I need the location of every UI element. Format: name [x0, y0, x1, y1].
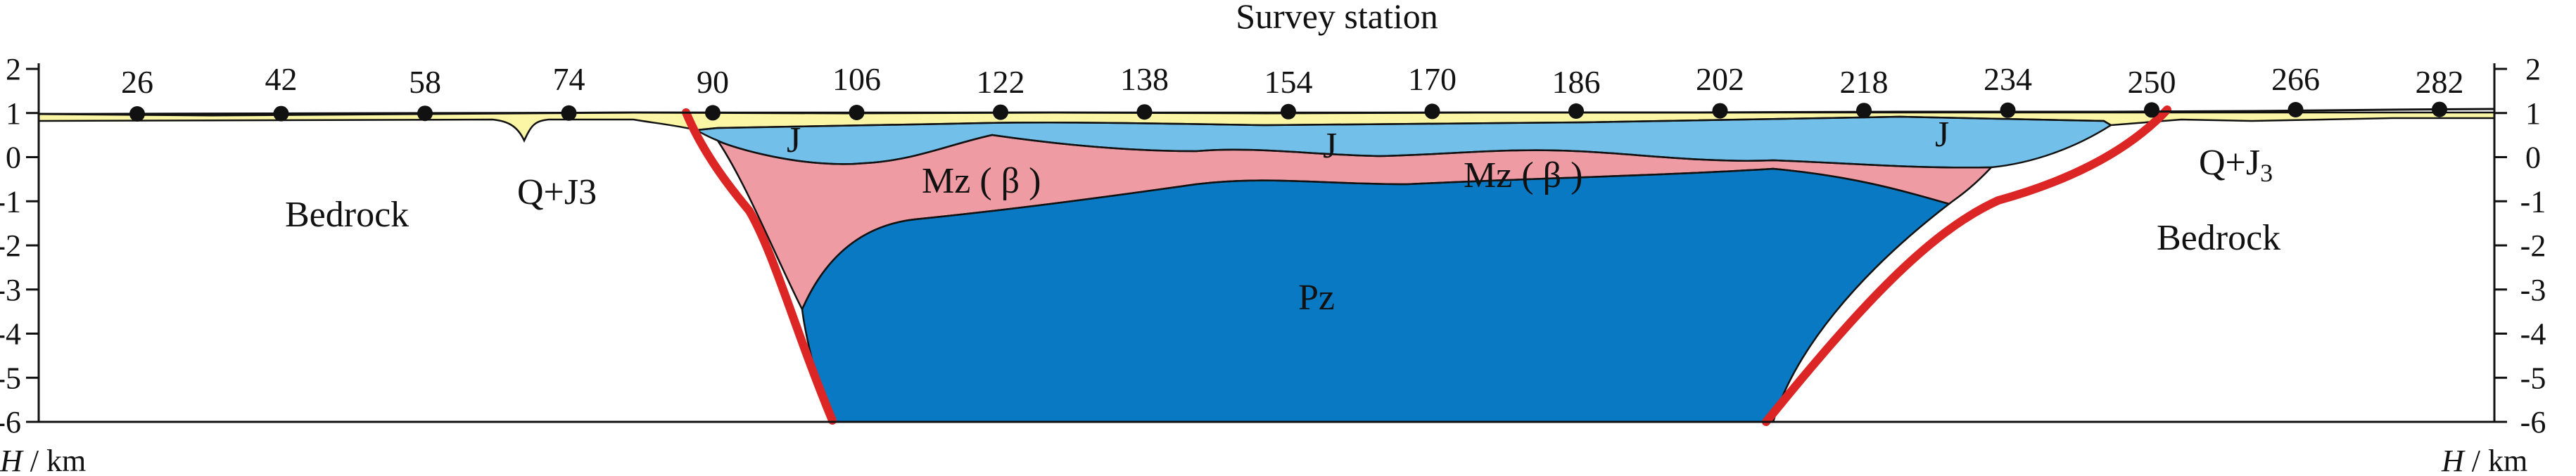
y-tick-label: 2 [2525, 52, 2541, 86]
mz-layer [718, 135, 1991, 309]
j-layer [697, 117, 2111, 168]
station-label: 218 [1840, 64, 1889, 100]
station-marker [417, 105, 433, 122]
layers [39, 112, 2494, 422]
station-marker [1424, 103, 1440, 120]
y-axis-unit-left: / km [23, 444, 86, 476]
station-marker [2144, 102, 2159, 118]
station-label: 154 [1264, 64, 1313, 100]
station-label: 234 [1984, 61, 2032, 97]
layer-boundaries [37, 111, 2496, 423]
station-marker [849, 105, 865, 120]
station-label: 170 [1408, 61, 1457, 97]
q-j3-right-subscript: 3 [2260, 159, 2273, 187]
y-tick-label: -3 [2520, 273, 2546, 307]
right-fault [1762, 105, 2171, 426]
station-label: 58 [409, 64, 441, 100]
y-tick-label: -4 [2520, 317, 2546, 352]
y-tick-label: 0 [2525, 141, 2541, 175]
y-tick-label: -4 [0, 317, 21, 352]
y-axis-unit-right: / km [2464, 444, 2527, 476]
station-marker [273, 105, 289, 122]
bedrock-left-label: Bedrock [285, 195, 409, 235]
station-label: 26 [121, 64, 153, 100]
right-axis-ticks: 2 1 0 -1 -2 -3 -4 -5 -6 [2494, 52, 2546, 439]
station-marker [2432, 101, 2447, 117]
station-markers: 26 42 58 74 90 106 122 138 154 170 186 202 218 234 250… [121, 61, 2464, 122]
j-left-label: J [787, 120, 801, 160]
y-tick-label: -6 [0, 405, 21, 439]
station-label: 90 [697, 64, 729, 100]
station-marker [2288, 102, 2304, 117]
j-right-label: J [1935, 115, 1949, 155]
station-label: 122 [977, 64, 1025, 100]
y-tick-label: 1 [2525, 96, 2541, 131]
y-tick-label: 1 [6, 96, 21, 131]
left-fault [682, 108, 837, 425]
station-marker [1281, 103, 1296, 120]
station-label: 266 [2271, 61, 2320, 97]
surface-profile [38, 108, 2495, 117]
region-labels: Bedrock Bedrock Q+J3 Q+J3 J J J Mz ( β )… [285, 115, 2280, 318]
station-label: 138 [1120, 61, 1169, 97]
station-label: 74 [553, 61, 585, 97]
station-label: 186 [1552, 64, 1601, 100]
y-axis-var-left: H [0, 444, 24, 476]
surface-line [38, 108, 2495, 117]
station-marker [1568, 103, 1584, 119]
layer-q-outline [37, 111, 2496, 143]
station-marker [1712, 103, 1728, 119]
station-marker [2000, 102, 2016, 118]
y-tick-label: 0 [6, 141, 21, 175]
fault-lines [682, 105, 2171, 426]
y-tick-label: -1 [2520, 184, 2546, 219]
q-j3-left-label: Q+J3 [517, 172, 597, 212]
y-axis-var-right: H [2441, 444, 2466, 476]
left-axis-ticks: 2 1 0 -1 -2 -3 -4 -5 -6 [0, 52, 39, 439]
y-tick-label: -2 [0, 229, 21, 263]
y-tick-label: -3 [0, 273, 21, 307]
pz-label: Pz [1298, 278, 1335, 318]
station-marker [705, 105, 721, 121]
y-tick-label: 2 [6, 52, 21, 86]
station-label: 282 [2416, 64, 2464, 100]
y-tick-label: -5 [0, 361, 21, 395]
y-tick-label: -6 [2520, 405, 2546, 439]
station-label: 202 [1696, 61, 1744, 97]
station-marker [1856, 103, 1872, 119]
j-mid-label: J [1323, 126, 1337, 166]
station-label: 106 [832, 61, 881, 97]
mz-right-label: Mz ( β ) [1464, 155, 1582, 195]
y-tick-label: -2 [2520, 229, 2546, 263]
y-axis-label-right: H / km [2441, 444, 2527, 476]
quaternary-layer [39, 112, 2494, 141]
station-marker [993, 104, 1008, 120]
bedrock-right-label: Bedrock [2157, 218, 2280, 258]
q-j3-right-main: Q+J [2199, 143, 2260, 183]
station-marker [1136, 104, 1153, 120]
y-axis-label-left: H / km [0, 444, 86, 476]
y-tick-label: -5 [2520, 361, 2546, 395]
station-label: 250 [2128, 64, 2176, 100]
chart-title: Survey station [1236, 0, 1438, 36]
mz-left-label: Mz ( β ) [922, 161, 1041, 201]
pz-layer [802, 169, 1949, 422]
axes [37, 63, 2496, 423]
y-tick-label: -1 [0, 184, 21, 219]
station-label: 42 [265, 61, 298, 97]
layer-pz-outline [801, 167, 1951, 423]
station-marker [129, 106, 145, 122]
station-marker [561, 105, 577, 121]
q-j3-right-label: Q+J3 [2199, 143, 2273, 187]
